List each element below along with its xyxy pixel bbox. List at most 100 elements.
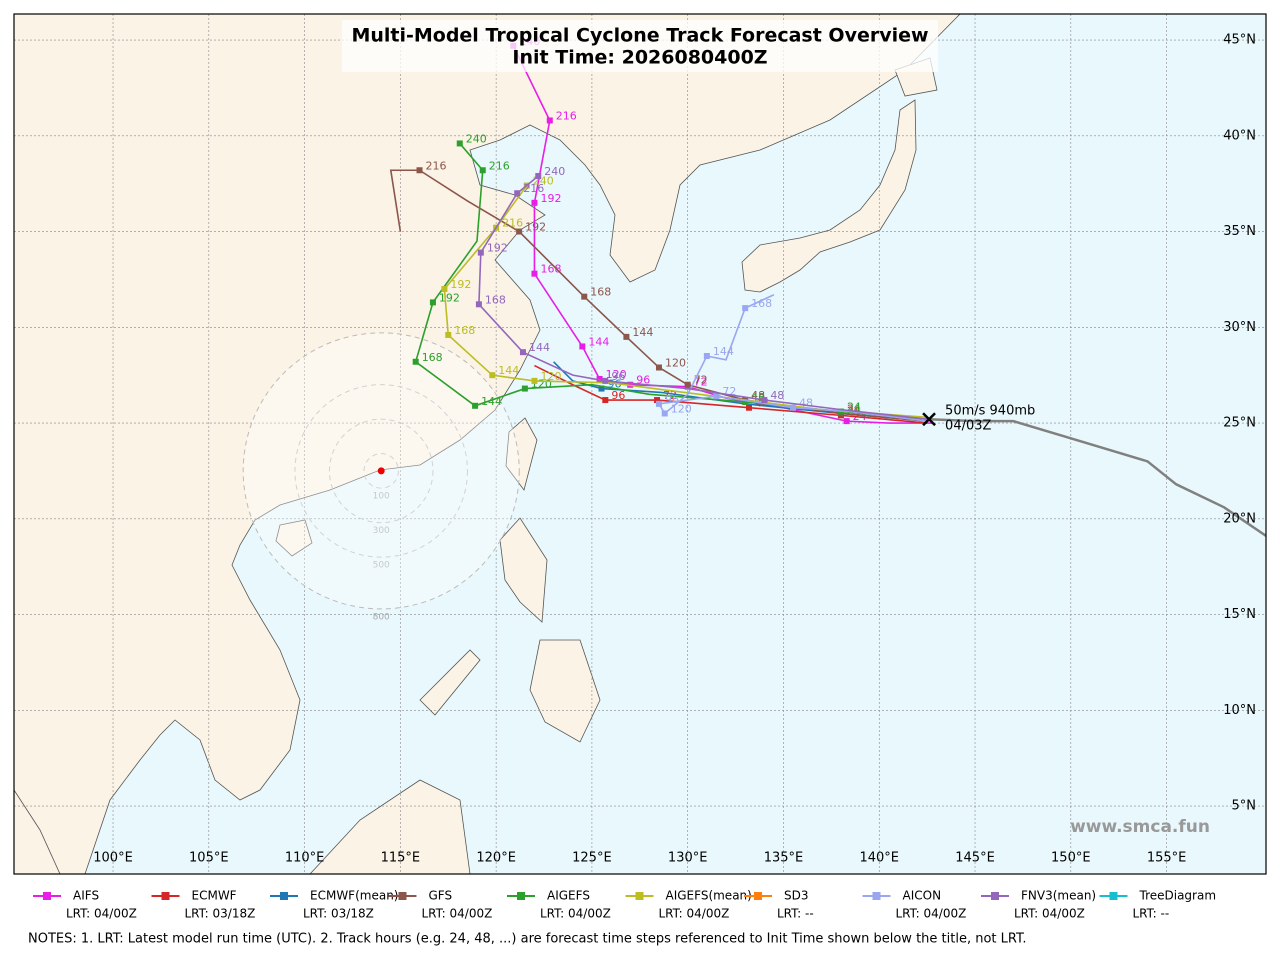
hour-label: 168 (454, 324, 475, 337)
track-point (531, 270, 538, 277)
track-point (684, 381, 691, 388)
track-point (623, 333, 630, 340)
lat-tick-label: 10°N (1223, 703, 1256, 718)
range-ring (294, 384, 468, 558)
hour-label: 240 (466, 132, 487, 145)
taiwan (505, 417, 538, 491)
watermark: www.smca.fun (1070, 817, 1210, 837)
legend-name: SD3 (784, 889, 809, 903)
hour-label: 120 (665, 356, 686, 369)
track-point (602, 377, 609, 384)
track-point (479, 167, 486, 174)
track-point (761, 397, 768, 404)
mainland (14, 14, 961, 874)
legend-name: AICON (903, 889, 942, 903)
track-point (535, 173, 542, 180)
tracks: 2472961201441681922162402448729696244872… (389, 35, 1266, 538)
track-point (516, 228, 523, 235)
lon-tick-label: 155°E (1147, 851, 1187, 866)
legend-name: TreeDiagram (1139, 889, 1217, 903)
hour-label: 192 (450, 278, 471, 291)
hour-label: 192 (439, 291, 460, 304)
legend-name: ECMWF(mean) (310, 889, 398, 903)
track-point (531, 377, 538, 384)
hour-label: 144 (481, 395, 502, 408)
track-point (456, 140, 463, 147)
subtitle: Init Time: 2026080400Z (512, 47, 767, 69)
past-track (929, 417, 1266, 538)
hour-label: 144 (498, 364, 519, 377)
legend-lrt: LRT: 04/00Z (66, 907, 137, 921)
track-point (655, 364, 662, 371)
lat-tick-label: 25°N (1223, 416, 1256, 431)
lon-tick-label: 145°E (955, 851, 995, 866)
tick-labels: 100°E 105°E 110°E 115°E 120°E 125°E 130°E 135°E… (93, 33, 1256, 866)
title: Multi-Model Tropical Cyclone Track Forec… (351, 25, 928, 47)
range-ring-label: 500 (373, 561, 390, 571)
hour-label: 144 (588, 335, 609, 348)
hour-label: 96 (611, 370, 625, 383)
track-point (441, 285, 448, 292)
hour-label: 120 (671, 402, 692, 415)
hour-label: 168 (485, 293, 506, 306)
range-ring (363, 453, 399, 489)
luzon (499, 517, 548, 623)
legend-lrt: LRT: 04/00Z (540, 907, 611, 921)
legend-marker (280, 892, 288, 900)
legend-name: FNV3(mean) (1021, 889, 1096, 903)
map-frame (13, 13, 1267, 875)
track-point (579, 343, 586, 350)
hour-label: 192 (487, 242, 508, 255)
hour-label: 96 (611, 389, 625, 402)
legend-marker (991, 892, 999, 900)
legend-name: AIGEFS (547, 889, 590, 903)
hour-label: 144 (529, 341, 550, 354)
track-point (661, 410, 668, 417)
track-point (654, 397, 661, 404)
hour-label: 72 (694, 376, 708, 389)
range-ring-label: 300 (373, 526, 390, 536)
track-point (475, 301, 482, 308)
hour-label: 168 (590, 286, 611, 299)
hour-label: 192 (525, 221, 546, 234)
track-point (581, 293, 588, 300)
hour-label: 168 (751, 297, 772, 310)
hour-label: 96 (665, 393, 679, 406)
track-point (472, 402, 479, 409)
track-point (521, 385, 528, 392)
legend-marker (43, 892, 51, 900)
track-point (598, 385, 605, 392)
legend-lrt: LRT: 03/18Z (303, 907, 374, 921)
lon-tick-label: 115°E (381, 851, 421, 866)
legend-name: AIFS (73, 889, 99, 903)
storm-time: 04/03Z (945, 419, 991, 434)
hour-label: 48 (770, 389, 784, 402)
hour-label: 120 (606, 368, 627, 381)
hour-label: 72 (694, 374, 708, 387)
track-point (596, 375, 603, 382)
track-point (519, 349, 526, 356)
lat-tick-label: 15°N (1223, 607, 1256, 622)
lon-tick-label: 150°E (1051, 851, 1091, 866)
sumatra (14, 789, 61, 874)
legend-marker (398, 892, 407, 900)
lat-tick-label: 20°N (1223, 511, 1256, 526)
track-point (745, 404, 752, 411)
track-point (742, 398, 749, 405)
legend-lrt: LRT: -- (1133, 907, 1170, 921)
track-point (429, 299, 436, 306)
hour-label: 216 (523, 182, 544, 195)
lon-tick-label: 140°E (859, 851, 899, 866)
lon-tick-label: 130°E (668, 851, 708, 866)
lon-tick-label: 135°E (764, 851, 804, 866)
hour-label: 216 (556, 109, 577, 122)
range-ring (328, 418, 434, 524)
storm-marker (922, 412, 936, 427)
legend: AIFS LRT: 04/00Z ECMWF LRT: 03/18Z ECMWF(mea… (33, 889, 1216, 921)
grid (14, 14, 1266, 874)
lon-tick-label: 110°E (285, 851, 325, 866)
range-ring-label: 100 (373, 492, 390, 502)
track-point (514, 190, 521, 197)
borneo (309, 779, 471, 874)
